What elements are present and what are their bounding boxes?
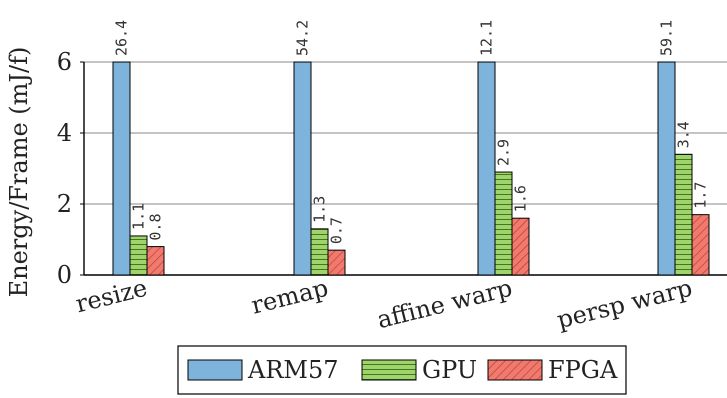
legend: ARM57 GPU FPGA bbox=[177, 345, 627, 395]
data-label-arm57-3: 59.1 bbox=[658, 20, 676, 56]
bar-fpga-1 bbox=[327, 249, 346, 276]
data-label-fpga-0: 0.8 bbox=[147, 214, 165, 241]
bars bbox=[112, 61, 710, 276]
bar-arm57-3 bbox=[657, 61, 676, 276]
bar-arm57-0 bbox=[112, 61, 131, 276]
bar-gpu-3 bbox=[674, 153, 693, 276]
category-labels: resize remap affine warp persp warp bbox=[73, 274, 695, 335]
data-label-gpu-3: 3.4 bbox=[675, 121, 693, 148]
data-label-arm57-0: 26.4 bbox=[113, 20, 131, 56]
data-label-fpga-1: 0.7 bbox=[328, 217, 346, 244]
data-label-gpu-2: 2.9 bbox=[495, 139, 513, 166]
axes bbox=[80, 61, 85, 276]
y-tick-labels: 0 2 4 6 bbox=[57, 48, 72, 289]
bar-gpu-1 bbox=[310, 228, 329, 276]
category-label-2: affine warp bbox=[374, 274, 515, 335]
category-label-0: resize bbox=[73, 274, 150, 319]
bar-fpga-0 bbox=[146, 246, 165, 276]
legend-label-gpu: GPU bbox=[422, 356, 477, 384]
legend-swatch-arm57 bbox=[187, 359, 243, 381]
category-label-1: remap bbox=[248, 274, 331, 320]
bar-fpga-3 bbox=[691, 214, 710, 276]
data-label-fpga-2: 1.6 bbox=[512, 185, 530, 212]
legend-swatch-fpga bbox=[487, 359, 543, 381]
y-tick-label-0: 0 bbox=[57, 261, 72, 289]
data-label-arm57-2: 12.1 bbox=[478, 20, 496, 56]
legend-label-fpga: FPGA bbox=[548, 356, 618, 384]
y-tick-label-1: 2 bbox=[57, 190, 72, 218]
grid-lines bbox=[84, 61, 727, 276]
data-labels: 26.4 1.1 0.8 54.2 1.30.7 12.1 2.9 1.6 59.1 3.4 1.7 bbox=[113, 20, 710, 244]
y-tick-label-2: 4 bbox=[57, 119, 72, 147]
bar-arm57-1 bbox=[293, 61, 312, 276]
bar-fpga-2 bbox=[511, 217, 530, 276]
data-label-gpu-1: 1.3 bbox=[311, 196, 329, 223]
data-label-arm57-1: 54.2 bbox=[294, 20, 312, 56]
category-label-3: persp warp bbox=[554, 274, 695, 335]
y-axis-label: Energy/Frame (mJ/f) bbox=[5, 47, 33, 298]
y-tick-label-3: 6 bbox=[57, 48, 72, 76]
data-label-fpga-3: 1.7 bbox=[692, 182, 710, 209]
legend-label-arm57: ARM57 bbox=[247, 356, 339, 384]
bar-gpu-2 bbox=[494, 171, 513, 276]
legend-swatch-gpu bbox=[361, 359, 417, 381]
data-label-gpu-0: 1.1 bbox=[130, 203, 148, 230]
bar-gpu-0 bbox=[129, 235, 148, 276]
bar-arm57-2 bbox=[477, 61, 496, 276]
